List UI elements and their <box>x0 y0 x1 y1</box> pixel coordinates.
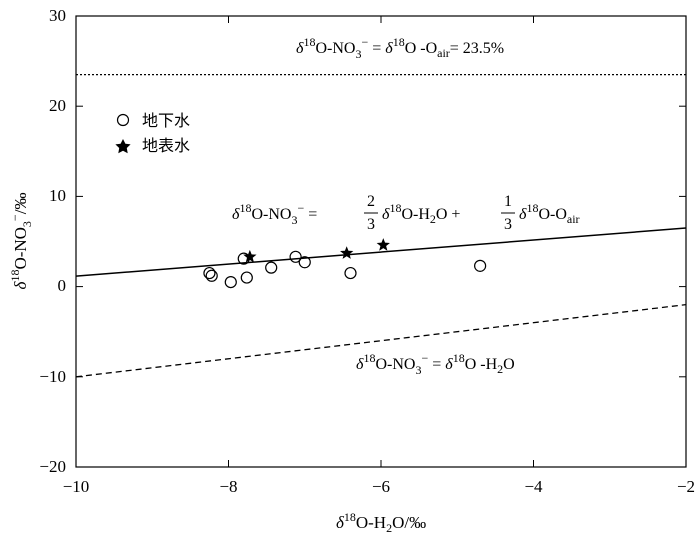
reference-lines <box>75 74 687 378</box>
y-tick-label: −10 <box>39 367 66 386</box>
groundwater-point <box>224 275 237 289</box>
plot-frame <box>75 15 687 468</box>
groundwater-point <box>203 266 216 280</box>
y-tick-label: 10 <box>49 186 66 205</box>
svg-text:δ18O-H2O +: δ18O-H2O + <box>382 201 460 226</box>
groundwater-point <box>240 271 253 284</box>
svg-text:2: 2 <box>367 193 375 210</box>
y-tick-label: 20 <box>49 96 66 115</box>
legend-label-surfacewater: 地表水 <box>142 136 190 155</box>
x-tick-label: −2 <box>677 477 695 496</box>
groundwater-point <box>344 266 357 280</box>
y-tick-label: 0 <box>58 276 67 295</box>
equation-top-label: δ18O-NO3− = δ18O -Oair= 23.5% <box>296 35 504 61</box>
legend-label-groundwater: 地下水 <box>142 111 190 130</box>
data-points <box>203 238 487 289</box>
groundwater-point <box>289 250 302 263</box>
svg-text:3: 3 <box>367 216 375 233</box>
svg-text:δ18O-Oair: δ18O-Oair <box>519 201 580 226</box>
surfacewater-point <box>243 249 257 263</box>
svg-text:3: 3 <box>504 216 512 233</box>
equation-mid-label: δ18O-NO3− = 2 3 δ18O-H2O + 1 3 δ18O-Oair <box>232 193 580 233</box>
surfacewater-point <box>340 246 354 259</box>
y-axis-label: δ18O-NO3−/‰ <box>8 193 34 290</box>
svg-text:1: 1 <box>504 193 512 210</box>
groundwater-point <box>265 261 278 274</box>
reference-line-dashed <box>75 303 687 378</box>
y-tick-labels: 30 20 10 0 −10 −20 <box>39 6 66 476</box>
legend-star-icon <box>115 139 131 154</box>
surfacewater-point <box>376 238 390 251</box>
x-axis-label: δ18O-H2O/‰ <box>336 510 426 535</box>
groundwater-point <box>205 269 218 282</box>
axis-ticks <box>75 15 687 468</box>
equation-bottom-label: δ18O-NO3− = δ18O -H2O <box>356 351 515 377</box>
x-tick-label: −4 <box>524 477 543 496</box>
y-tick-label: 30 <box>49 6 66 25</box>
legend: 地下水 地表水 <box>115 111 190 155</box>
x-tick-label: −6 <box>372 477 390 496</box>
svg-text:δ18O-NO3− =: δ18O-NO3− = <box>232 201 317 227</box>
reference-line-solid <box>75 227 687 277</box>
y-tick-label: −20 <box>39 457 66 476</box>
groundwater-point <box>298 256 311 269</box>
x-tick-labels: −10 −8 −6 −4 −2 <box>63 477 695 496</box>
x-tick-label: −8 <box>219 477 237 496</box>
legend-circle-icon <box>116 113 130 127</box>
groundwater-point <box>474 259 487 272</box>
x-tick-label: −10 <box>63 477 90 496</box>
